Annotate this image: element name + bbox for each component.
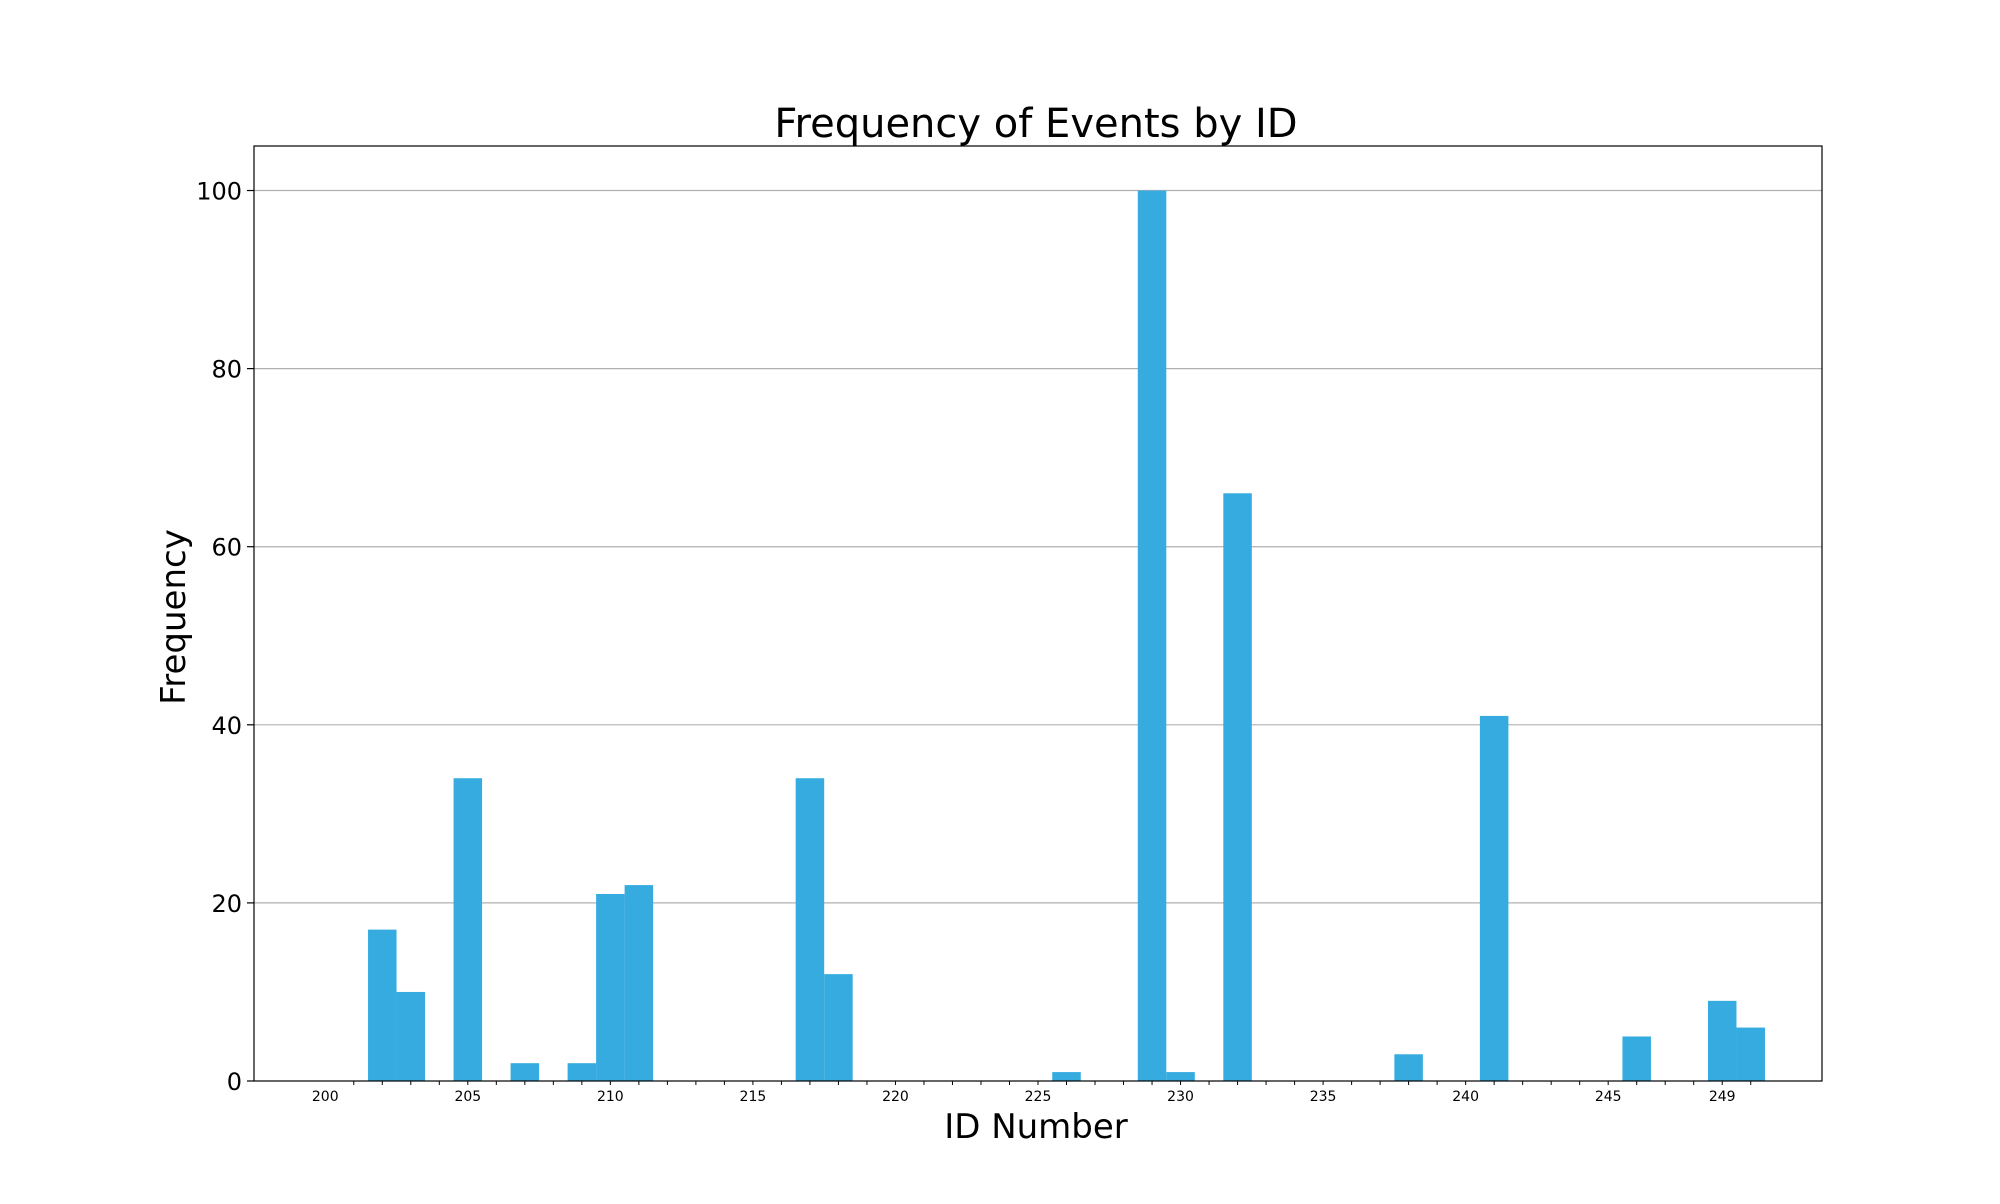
bar-237 xyxy=(1394,1054,1423,1081)
y-tick-label: 40 xyxy=(211,712,242,740)
bar-216 xyxy=(795,778,825,1081)
bar-217 xyxy=(824,974,853,1081)
bar-209 xyxy=(596,894,625,1081)
bar-240 xyxy=(1479,715,1509,1081)
bar-249 xyxy=(1736,1027,1765,1081)
bar-204 xyxy=(453,778,483,1081)
bar-210 xyxy=(624,885,654,1081)
x-tick-label: 240 xyxy=(1452,1089,1479,1105)
x-axis-ticks: 200 205 210 215 220 225 230 235 240 245 249 xyxy=(312,1081,1752,1105)
bar-229 xyxy=(1166,1072,1195,1081)
y-tick-label: 100 xyxy=(196,178,242,206)
x-tick-label: 230 xyxy=(1167,1089,1194,1105)
x-tick-label: 205 xyxy=(454,1089,481,1105)
bar-231 xyxy=(1223,493,1252,1081)
bar-208 xyxy=(567,1063,597,1081)
bar-248 xyxy=(1707,1000,1737,1081)
x-tick-label: 245 xyxy=(1595,1089,1622,1105)
plot-frame xyxy=(253,145,1823,1082)
y-axis-ticks: 0 20 40 60 80 100 xyxy=(196,178,254,1096)
bar-206 xyxy=(510,1063,540,1081)
grid-lines xyxy=(254,189,1822,904)
y-tick-label: 20 xyxy=(211,890,242,918)
bar-245 xyxy=(1622,1036,1651,1081)
x-tick-label: 249 xyxy=(1709,1089,1736,1105)
y-tick-label: 80 xyxy=(211,356,242,384)
x-tick-label: 235 xyxy=(1310,1089,1337,1105)
x-tick-label: 210 xyxy=(597,1089,624,1105)
x-tick-label: 200 xyxy=(312,1089,339,1105)
bar-201 xyxy=(368,929,397,1081)
x-tick-label: 225 xyxy=(1025,1089,1052,1105)
y-tick-label: 60 xyxy=(211,534,242,562)
bars xyxy=(368,190,1765,1081)
bar-202 xyxy=(396,991,426,1081)
y-axis-label: Frequency xyxy=(154,529,194,705)
x-tick-label: 220 xyxy=(882,1089,909,1105)
x-axis-label: ID Number xyxy=(944,1107,1128,1147)
bar-228 xyxy=(1137,190,1167,1081)
bar-225 xyxy=(1052,1072,1081,1081)
chart-title: Frequency of Events by ID xyxy=(774,101,1297,147)
y-tick-label: 0 xyxy=(227,1068,242,1096)
x-tick-label: 215 xyxy=(740,1089,767,1105)
